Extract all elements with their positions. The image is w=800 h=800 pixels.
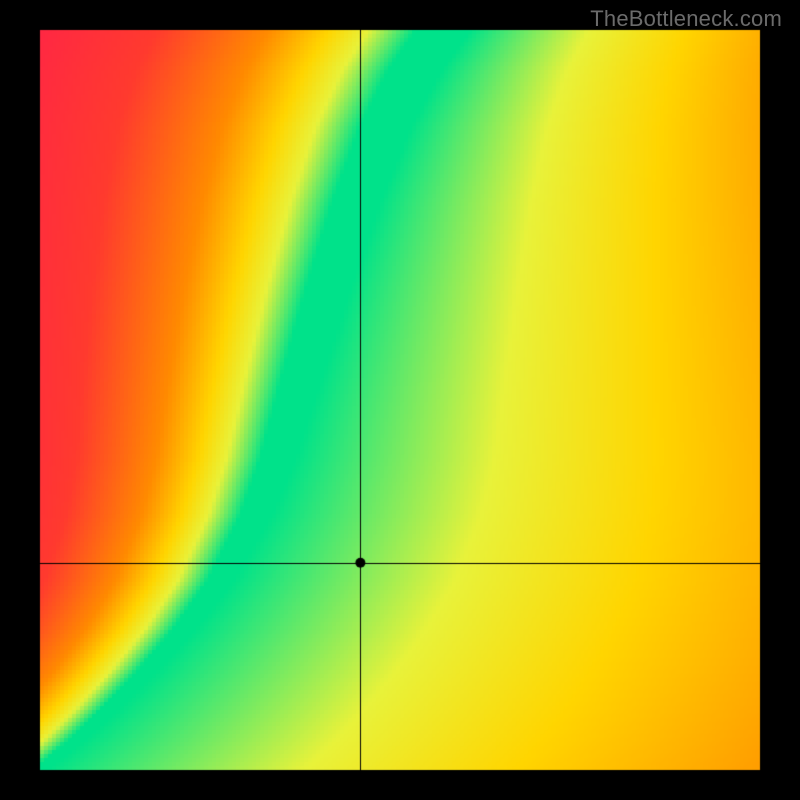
bottleneck-heatmap [0,0,800,800]
watermark-text: TheBottleneck.com [590,6,782,32]
